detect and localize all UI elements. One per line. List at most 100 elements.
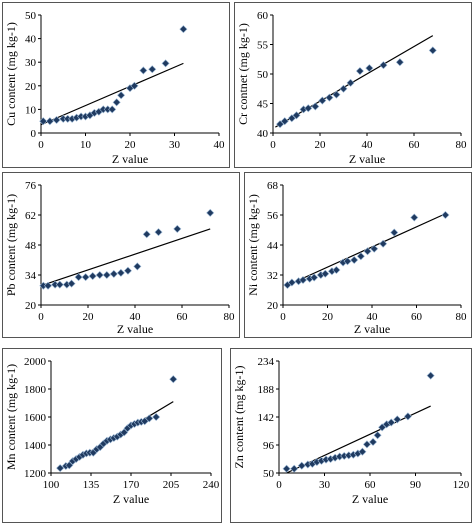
- y-tick-label-4: 40: [25, 34, 37, 46]
- data-point-2: [65, 461, 74, 470]
- data-point-1: [290, 464, 299, 473]
- trendline: [40, 228, 211, 287]
- y-tick-label-1: 1400: [24, 440, 47, 452]
- chart-panel-cu: 0 10 20 30 40 0 10 20 30 40 50 Z value Cu content (m…: [2, 2, 230, 168]
- data-point-15: [112, 98, 121, 107]
- data-point-5: [304, 104, 313, 113]
- y-tick-label-0: 50: [263, 468, 275, 480]
- x-tick-label-3: 90: [410, 479, 422, 491]
- x-tick-label-0: 0: [38, 311, 44, 323]
- chart-mn: 100 135 170 205 240 1200 1400 1600 1800 2000 Z val…: [4, 356, 220, 506]
- y-axis-label: Zn content (mg kg-1): [232, 366, 246, 469]
- data-point-9: [95, 270, 104, 280]
- x-tick-label-0: 0: [280, 311, 286, 323]
- y-tick-label-1: 96: [263, 440, 275, 452]
- x-tick-label-1: 20: [83, 311, 95, 323]
- data-point-25: [145, 414, 154, 423]
- y-tick-label-2: 44: [267, 240, 279, 252]
- chart-panel-ni: 0 20 40 60 80 20 32 44 56 68 Z value Ni content (mg…: [244, 172, 472, 338]
- x-tick-label-2: 60: [365, 479, 377, 491]
- chart-zn: 0 30 60 90 120 50 96 142 188 234 Z value Zn content…: [232, 356, 470, 506]
- x-tick-label-4: 80: [224, 311, 236, 323]
- data-point-21: [161, 59, 170, 68]
- x-tick-label-3: 205: [163, 479, 180, 491]
- data-point-16: [154, 228, 163, 237]
- x-axis-label: Z value: [349, 152, 385, 166]
- data-point-6: [74, 273, 83, 282]
- x-tick-label-4: 80: [456, 311, 468, 323]
- y-tick-label-4: 2000: [24, 356, 47, 368]
- x-axis-label: Z value: [117, 322, 153, 336]
- y-tick-label-3: 188: [258, 384, 275, 396]
- data-point-2: [287, 114, 296, 123]
- y-tick-label-0: 20: [25, 300, 37, 312]
- data-point-18: [120, 428, 129, 437]
- x-tick-label-1: 10: [80, 139, 92, 151]
- y-tick-label-5: 50: [25, 10, 37, 22]
- y-tick-label-4: 76: [25, 180, 37, 192]
- y-tick-label-2: 142: [258, 412, 275, 424]
- data-point-8: [88, 272, 97, 281]
- data-point-17: [173, 224, 182, 233]
- x-tick-label-2: 40: [367, 311, 379, 323]
- data-point-13: [123, 266, 132, 275]
- data-point-23: [403, 412, 412, 421]
- data-point-16: [117, 91, 126, 100]
- y-tick-label-2: 1600: [24, 412, 47, 424]
- data-point-17: [369, 437, 378, 446]
- data-point-0: [276, 120, 285, 129]
- chart-cu: 0 10 20 30 40 0 10 20 30 40 50 Z value Cu content (m…: [4, 10, 226, 166]
- x-tick-label-0: 100: [43, 479, 60, 491]
- data-point-5: [67, 279, 76, 288]
- data-point-18: [373, 431, 382, 440]
- data-point-22: [179, 25, 188, 34]
- x-tick-label-3: 60: [409, 139, 421, 151]
- y-tick-label-0: 0: [31, 128, 37, 140]
- y-tick-label-0: 40: [257, 128, 269, 140]
- data-point-16: [362, 440, 371, 449]
- data-point-16: [428, 46, 437, 55]
- x-axis-label: Z value: [352, 492, 388, 506]
- y-tick-label-3: 30: [25, 57, 37, 69]
- y-axis-label: Pb content (mg kg-1): [4, 194, 18, 296]
- x-tick-label-2: 170: [123, 479, 140, 491]
- x-tick-label-4: 40: [214, 139, 226, 151]
- data-point-12: [350, 255, 359, 265]
- data-point-15: [370, 244, 379, 253]
- x-tick-label-4: 240: [203, 479, 220, 491]
- data-point-10: [339, 84, 348, 93]
- data-point-3: [55, 280, 64, 289]
- data-point-0: [39, 117, 48, 126]
- data-point-14: [108, 105, 117, 114]
- data-point-10: [102, 270, 111, 280]
- data-point-19: [441, 210, 450, 220]
- y-tick-label-1: 34: [25, 270, 37, 282]
- y-tick-label-0: 20: [267, 300, 279, 312]
- data-point-7: [318, 96, 327, 105]
- y-axis-label: Ni content (mg kg-1): [246, 194, 260, 296]
- data-point-3: [292, 111, 301, 120]
- data-point-7: [81, 273, 90, 282]
- y-tick-label-3: 1800: [24, 384, 47, 396]
- data-point-12: [355, 67, 364, 76]
- x-tick-label-3: 60: [411, 311, 423, 323]
- data-point-1: [45, 117, 54, 126]
- data-point-1: [287, 278, 296, 287]
- data-point-0: [56, 464, 65, 473]
- data-point-14: [379, 61, 388, 70]
- data-point-18: [206, 208, 215, 217]
- y-tick-label-3: 62: [25, 210, 36, 222]
- x-tick-label-0: 0: [276, 479, 282, 491]
- data-point-24: [426, 371, 435, 380]
- data-point-18: [410, 213, 419, 222]
- data-point-1: [44, 281, 53, 290]
- y-tick-label-1: 32: [267, 270, 278, 282]
- y-tick-label-2: 50: [257, 69, 269, 81]
- y-tick-label-2: 48: [25, 240, 37, 252]
- data-point-1: [280, 117, 289, 126]
- y-axis-label: Cu content (mg kg-1): [4, 22, 18, 126]
- chart-cr: 0 20 40 60 80 40 45 50 55 60 Z value Cr contnet (mg…: [236, 10, 467, 166]
- data-point-9: [332, 265, 341, 275]
- y-tick-label-3: 55: [257, 40, 269, 52]
- chart-panel-zn: 0 30 60 90 120 50 96 142 188 234 Z value Zn content…: [230, 348, 472, 523]
